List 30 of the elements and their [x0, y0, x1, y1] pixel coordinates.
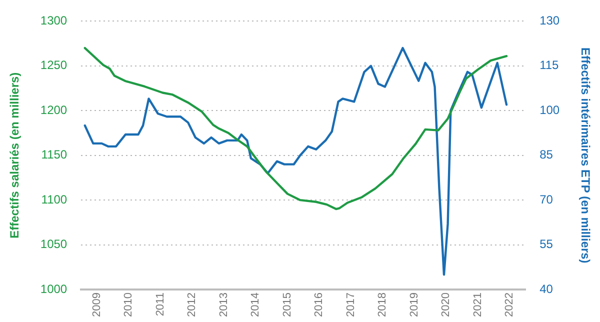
x-tick-label: 2011	[154, 292, 166, 316]
y-tick-label: 1000	[40, 282, 68, 296]
y2-axis-title: Effectifs intérimaires ETP (en milliers)	[578, 47, 592, 264]
y2-tick-label: 40	[540, 282, 554, 296]
y-tick-label: 1050	[40, 237, 68, 252]
x-tick-label: 2018	[376, 292, 389, 318]
y-tick-label: 1300	[40, 14, 68, 28]
y2-tick-label: 70	[540, 192, 554, 206]
y-axis-title: Effectifs salariés (en milliers)	[8, 72, 22, 238]
y2-tick-label: 85	[540, 148, 554, 162]
x-tick-label: 2015	[281, 292, 294, 318]
x-tick-label: 2021	[472, 292, 484, 318]
x-tick-label: 2014	[250, 292, 262, 318]
y2-tick-label: 55	[540, 237, 554, 252]
x-tick-label: 2019	[408, 292, 420, 318]
x-tick-label: 2016	[313, 292, 326, 318]
x-tick-label: 2022	[504, 292, 516, 318]
x-tick-label: 2012	[186, 292, 198, 318]
x-tick-label: 2020	[440, 292, 452, 318]
x-tick-label: 2017	[344, 292, 357, 318]
y-tick-label: 1150	[41, 148, 68, 162]
x-tick-label: 2009	[91, 292, 103, 318]
x-tick-label: 2010	[122, 292, 135, 318]
y-tick-label: 1100	[41, 192, 68, 206]
y2-tick-label: 100	[540, 102, 560, 117]
y2-tick-label: 115	[540, 58, 560, 72]
y-tick-label: 1200	[40, 102, 68, 117]
x-tick-label: 2013	[218, 292, 230, 318]
y-tick-label: 1250	[40, 58, 68, 72]
y2-tick-label: 130	[540, 14, 560, 28]
